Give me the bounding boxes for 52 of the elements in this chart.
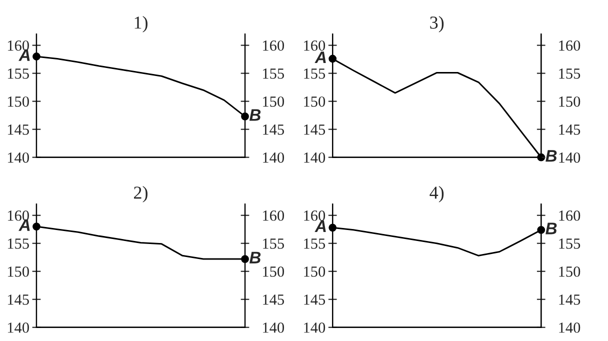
- y-tick-label: 160: [559, 40, 580, 51]
- y-tick-label: 150: [8, 266, 29, 277]
- y-tick-label: 150: [559, 96, 580, 107]
- text: B: [546, 222, 557, 234]
- y2-tick-label: 150: [304, 266, 326, 277]
- y-tick-label: 155: [8, 68, 29, 79]
- text: A: [18, 49, 30, 61]
- y2-tick-label: 140: [263, 152, 284, 163]
- y-tick-label: 160: [559, 210, 580, 221]
- y2-tick-label: 160: [304, 210, 326, 221]
- y2-tick-label: 155: [263, 68, 284, 79]
- y-tick-label: 140: [559, 322, 580, 333]
- y2-tick-label: 145: [304, 124, 326, 135]
- y-tick-label: 145: [8, 124, 29, 135]
- y2-tick-label: 160: [263, 210, 284, 221]
- chart-title: 4): [430, 186, 444, 202]
- y-tick-label: 145: [8, 294, 29, 305]
- text: B: [249, 109, 261, 121]
- y-tick-label: 140: [8, 152, 29, 163]
- y2-tick-label: 140: [304, 322, 326, 333]
- text: B: [546, 150, 557, 162]
- text: A: [314, 220, 326, 232]
- y-tick-label: 160: [8, 40, 29, 51]
- y2-tick-label: 155: [263, 238, 284, 249]
- y2-tick-label: 150: [263, 96, 284, 107]
- y2-tick-label: 145: [263, 124, 284, 135]
- y-tick-label: 140: [8, 322, 29, 333]
- y2-tick-label: 140: [263, 322, 284, 333]
- y-tick-label: 150: [559, 266, 580, 277]
- y-tick-label: 150: [8, 96, 29, 107]
- y2-tick-label: 150: [304, 96, 326, 107]
- y2-tick-label: 160: [263, 40, 284, 51]
- chart-title: 2): [134, 186, 148, 202]
- y2-tick-label: 150: [263, 266, 284, 277]
- y-tick-label: 160: [8, 210, 29, 221]
- chart-title: 1): [134, 16, 148, 32]
- text: A: [314, 52, 326, 64]
- y-tick-label: 155: [8, 238, 29, 249]
- text: B: [249, 252, 261, 264]
- y-tick-label: 155: [559, 238, 580, 249]
- text: A: [18, 219, 30, 231]
- y2-tick-label: 140: [304, 152, 326, 163]
- y2-tick-label: 155: [304, 238, 326, 249]
- y2-tick-label: 160: [304, 40, 326, 51]
- y-tick-label: 145: [559, 124, 580, 135]
- y2-tick-label: 145: [304, 294, 326, 305]
- y2-tick-label: 145: [263, 294, 284, 305]
- y2-tick-label: 155: [304, 68, 326, 79]
- y-tick-label: 145: [559, 294, 580, 305]
- chart-title: 3): [430, 16, 444, 32]
- y-tick-label: 140: [559, 152, 580, 163]
- y-tick-label: 155: [559, 68, 580, 79]
